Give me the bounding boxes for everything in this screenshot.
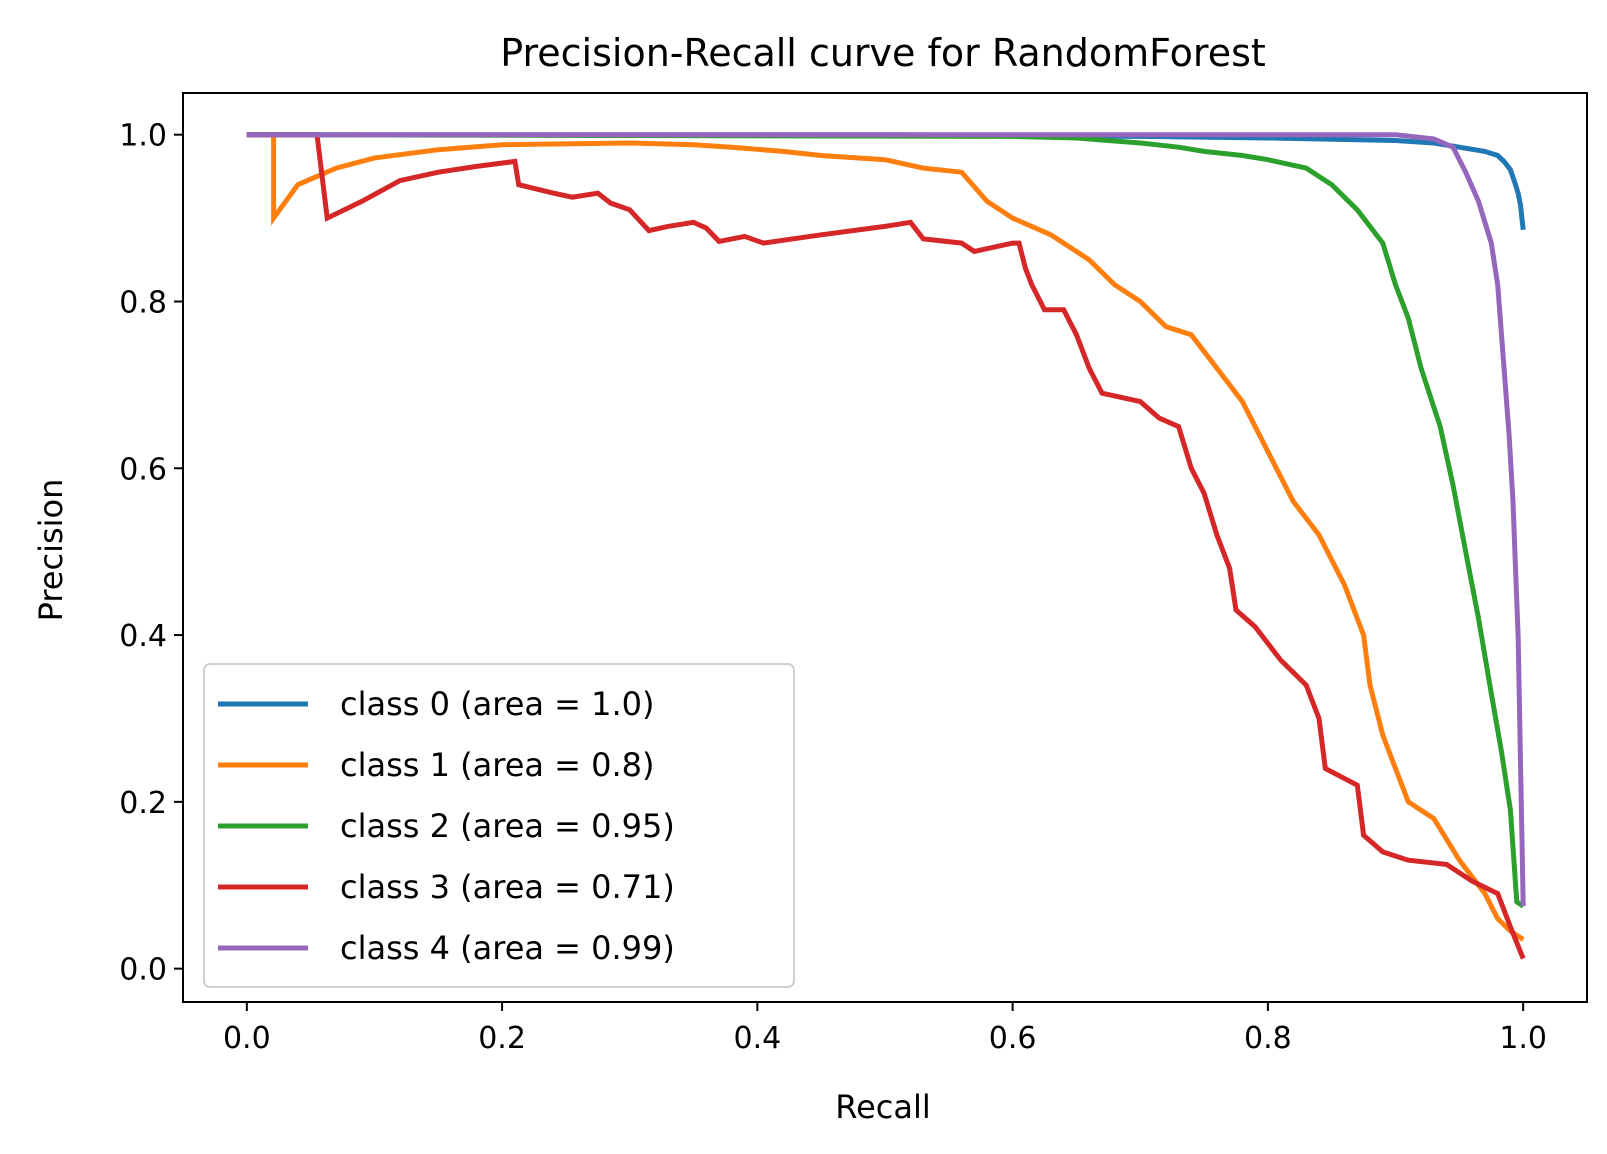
plot-area-frame — [182, 92, 1588, 1003]
x-tick-label: 0.6 — [989, 1021, 1037, 1056]
y-tick-label: 0.0 — [119, 953, 167, 988]
legend-label: class 2 (area = 0.95) — [340, 807, 675, 845]
y-tick-label: 0.6 — [119, 452, 167, 487]
legend-label: class 1 (area = 0.8) — [340, 746, 655, 784]
chart-title: Precision-Recall curve for RandomForest — [500, 31, 1266, 75]
x-axis-ticks: 0.0 0.2 0.4 0.6 0.8 1.0 — [223, 1002, 1547, 1056]
series-line-class-2 — [246, 132, 1525, 909]
legend-box — [203, 663, 795, 988]
legend: class 0 (area = 1.0) class 1 (area = 0.8)… — [203, 663, 795, 988]
x-tick-label: 0.0 — [223, 1021, 271, 1056]
series-lines — [246, 132, 1526, 960]
series-line-class-3 — [246, 132, 1526, 960]
legend-label: class 0 (area = 1.0) — [340, 685, 655, 723]
x-tick-label: 0.2 — [478, 1021, 526, 1056]
y-tick-label: 0.8 — [119, 285, 167, 320]
x-axis-title: Recall — [835, 1088, 930, 1126]
x-tick-label: 0.8 — [1244, 1021, 1292, 1056]
y-axis-ticks: 0.0 0.2 0.4 0.6 0.8 1.0 — [119, 119, 183, 988]
y-tick-label: 1.0 — [119, 119, 167, 154]
y-tick-label: 0.4 — [119, 619, 167, 654]
y-axis-title: Precision — [32, 479, 70, 622]
x-tick-label: 1.0 — [1499, 1021, 1547, 1056]
series-line-class-4 — [246, 132, 1526, 907]
series-line-class-1 — [246, 132, 1525, 942]
legend-label: class 3 (area = 0.71) — [340, 868, 675, 906]
y-tick-label: 0.2 — [119, 786, 167, 821]
x-tick-label: 0.4 — [734, 1021, 782, 1056]
legend-label: class 4 (area = 0.99) — [340, 929, 675, 967]
